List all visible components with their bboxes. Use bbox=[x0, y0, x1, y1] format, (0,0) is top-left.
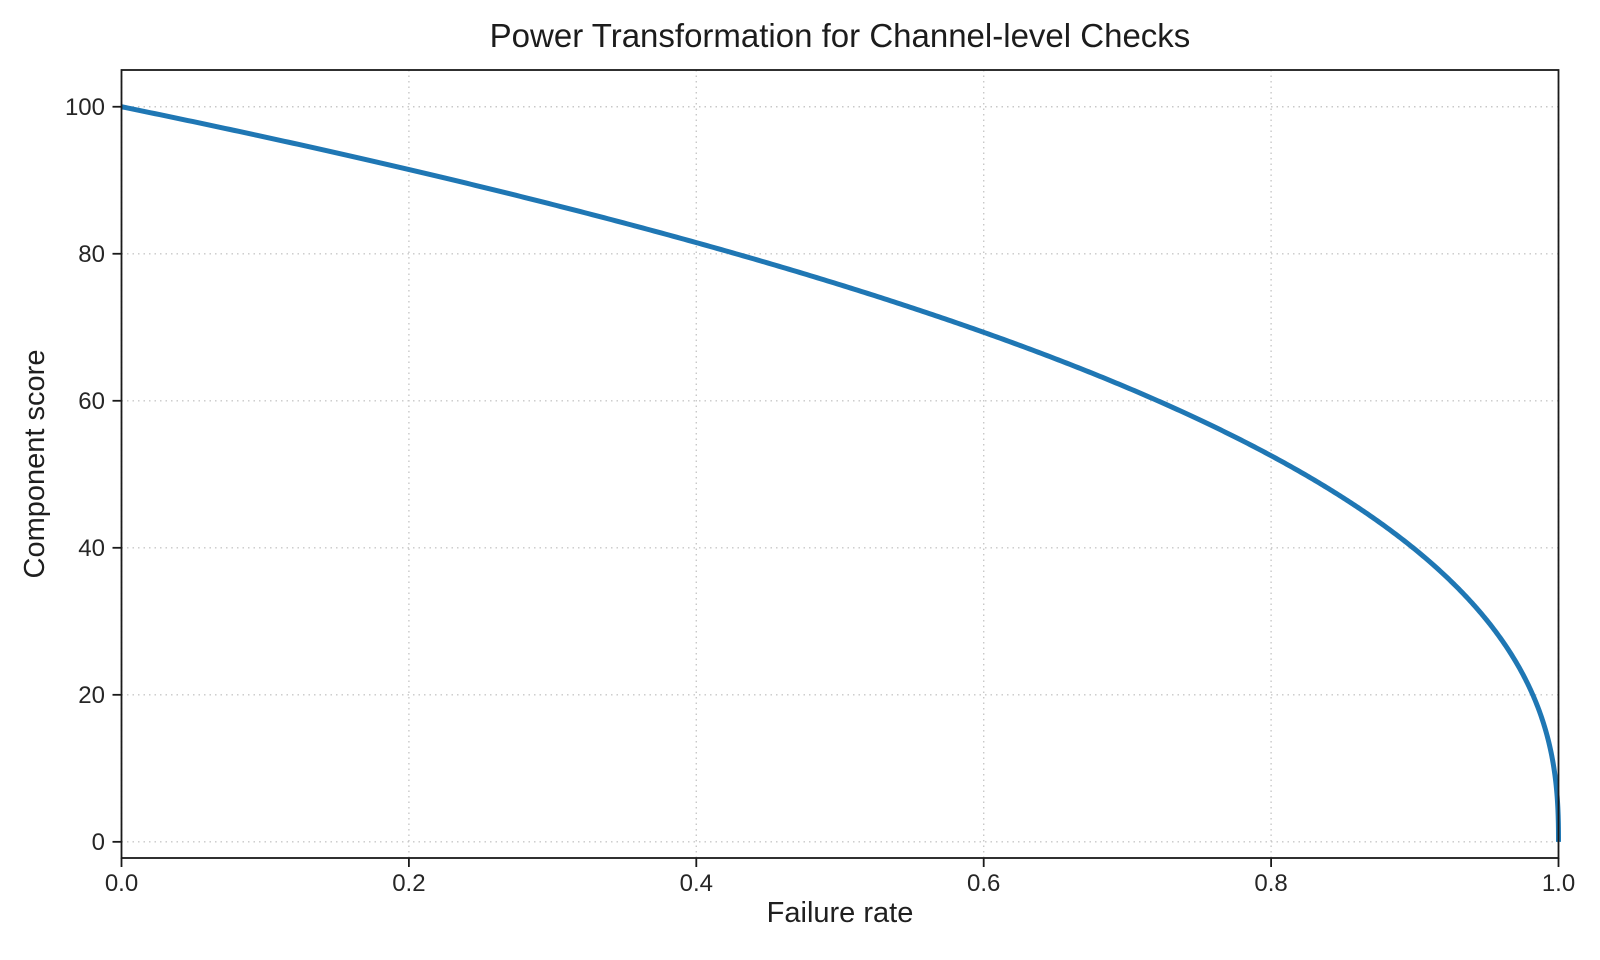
x-axis-label: Failure rate bbox=[767, 897, 914, 929]
power-curve-line bbox=[120, 104, 1561, 842]
gridlines bbox=[120, 70, 1560, 858]
y-tick-label: 100 bbox=[65, 94, 105, 121]
chart-title: Power Transformation for Channel-level C… bbox=[490, 17, 1191, 54]
y-tick-label: 40 bbox=[78, 535, 105, 562]
x-tick-label: 0.8 bbox=[1254, 870, 1287, 897]
y-axis-label: Component score bbox=[19, 350, 51, 579]
x-tick-label: 0.4 bbox=[680, 870, 713, 897]
y-tick-label: 0 bbox=[92, 829, 105, 856]
axis-ticks bbox=[112, 105, 1560, 867]
series-path bbox=[120, 104, 1561, 842]
x-tick-label: 0.0 bbox=[105, 870, 138, 897]
x-tick-label: 0.2 bbox=[392, 870, 425, 897]
y-tick-label: 60 bbox=[78, 388, 105, 415]
x-tick-label: 0.6 bbox=[967, 870, 1000, 897]
x-tick-label: 1.0 bbox=[1542, 870, 1575, 897]
y-tick-label: 20 bbox=[78, 682, 105, 709]
axis-tick-labels: 0.0 0.2 0.4 0.6 0.8 1.0 0 20 40 60 80 100 bbox=[65, 94, 1575, 897]
plot-border bbox=[120, 69, 1560, 859]
y-tick-label: 80 bbox=[78, 241, 105, 268]
